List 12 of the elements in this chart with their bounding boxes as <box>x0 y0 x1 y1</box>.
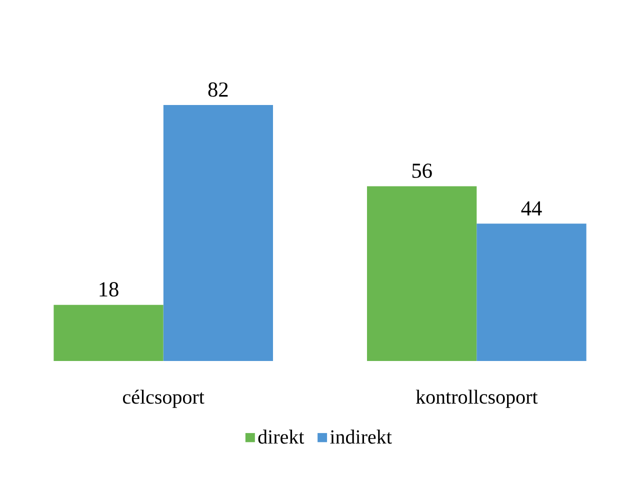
bar <box>163 105 274 361</box>
data-label: 82 <box>208 82 228 97</box>
data-label: 44 <box>521 201 542 216</box>
bar <box>54 304 164 361</box>
legend-label: indirekt <box>330 430 392 444</box>
x-tick-label: célcsoport <box>122 390 204 408</box>
bar <box>476 224 586 361</box>
x-tick-label: kontrollcsoport <box>416 390 538 408</box>
data-label: 18 <box>100 282 118 297</box>
bar <box>367 186 477 361</box>
legend-label: direkt <box>258 430 304 444</box>
data-label: 56 <box>412 164 432 178</box>
